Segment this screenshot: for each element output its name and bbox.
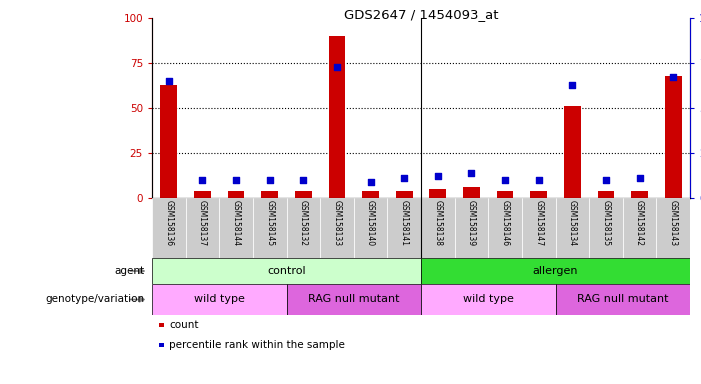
Text: agent: agent: [115, 266, 145, 276]
Bar: [228, 191, 245, 198]
Text: GSM158145: GSM158145: [265, 200, 274, 246]
Text: GDS2647 / 1454093_at: GDS2647 / 1454093_at: [343, 8, 498, 21]
Bar: [161, 84, 177, 198]
Bar: [186, 198, 219, 258]
Bar: [362, 191, 379, 198]
Bar: [564, 106, 580, 198]
Text: control: control: [267, 266, 306, 276]
Text: RAG null mutant: RAG null mutant: [308, 295, 400, 305]
Text: GSM158136: GSM158136: [164, 200, 173, 246]
Bar: [329, 36, 346, 198]
Point: [365, 179, 376, 185]
Bar: [463, 187, 480, 198]
Point: [433, 173, 444, 179]
Bar: [287, 284, 421, 315]
Bar: [152, 258, 421, 284]
Bar: [253, 198, 287, 258]
Bar: [295, 191, 312, 198]
Bar: [219, 198, 253, 258]
Bar: [388, 198, 421, 258]
Text: GSM158135: GSM158135: [601, 200, 611, 246]
Text: genotype/variation: genotype/variation: [46, 295, 145, 305]
Point: [332, 63, 343, 70]
Bar: [631, 191, 648, 198]
Text: wild type: wild type: [193, 295, 245, 305]
Text: GSM158147: GSM158147: [534, 200, 543, 246]
Bar: [261, 191, 278, 198]
Bar: [555, 284, 690, 315]
Bar: [665, 76, 681, 198]
Bar: [152, 198, 186, 258]
Bar: [455, 198, 489, 258]
Bar: [421, 258, 690, 284]
Bar: [320, 198, 354, 258]
Text: GSM158133: GSM158133: [332, 200, 341, 246]
Point: [399, 175, 410, 181]
Bar: [396, 191, 413, 198]
Point: [466, 170, 477, 176]
Bar: [496, 191, 513, 198]
Text: percentile rank within the sample: percentile rank within the sample: [169, 340, 345, 350]
Point: [231, 177, 242, 183]
Bar: [354, 198, 388, 258]
Bar: [589, 198, 622, 258]
Text: GSM158142: GSM158142: [635, 200, 644, 246]
Text: GSM158139: GSM158139: [467, 200, 476, 246]
Text: GSM158137: GSM158137: [198, 200, 207, 246]
Text: GSM158132: GSM158132: [299, 200, 308, 246]
Text: GSM158141: GSM158141: [400, 200, 409, 246]
Bar: [555, 198, 589, 258]
Bar: [530, 191, 547, 198]
Text: GSM158138: GSM158138: [433, 200, 442, 246]
Point: [634, 175, 645, 181]
Point: [197, 177, 208, 183]
Bar: [152, 284, 287, 315]
Bar: [421, 284, 555, 315]
Bar: [287, 198, 320, 258]
Bar: [489, 198, 522, 258]
Point: [499, 177, 510, 183]
Text: allergen: allergen: [533, 266, 578, 276]
Text: GSM158140: GSM158140: [366, 200, 375, 246]
Bar: [622, 198, 656, 258]
Bar: [522, 198, 555, 258]
Point: [667, 74, 679, 81]
Bar: [430, 189, 447, 198]
Text: RAG null mutant: RAG null mutant: [577, 295, 669, 305]
Bar: [597, 191, 614, 198]
Point: [600, 177, 611, 183]
Bar: [421, 198, 455, 258]
Text: count: count: [169, 320, 198, 330]
Text: wild type: wild type: [463, 295, 514, 305]
Text: GSM158134: GSM158134: [568, 200, 577, 246]
Point: [264, 177, 275, 183]
Point: [163, 78, 175, 84]
Bar: [656, 198, 690, 258]
Point: [566, 81, 578, 88]
Text: GSM158144: GSM158144: [231, 200, 240, 246]
Text: GSM158146: GSM158146: [501, 200, 510, 246]
Point: [533, 177, 544, 183]
Bar: [194, 191, 211, 198]
Text: GSM158143: GSM158143: [669, 200, 678, 246]
Point: [298, 177, 309, 183]
